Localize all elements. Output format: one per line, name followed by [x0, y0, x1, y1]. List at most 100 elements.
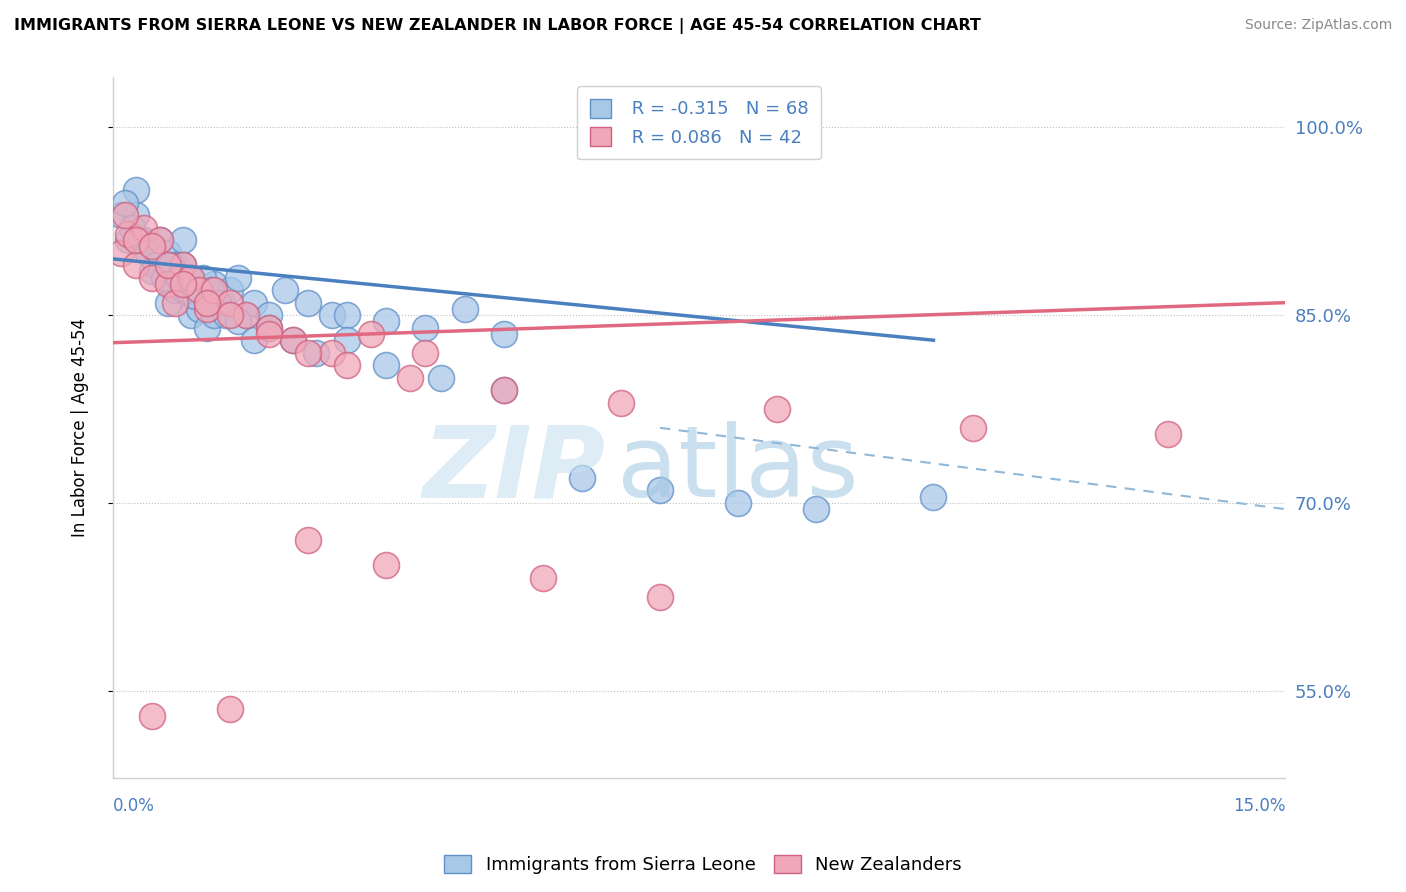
- Point: [165, 283, 187, 297]
- Text: Source: ZipAtlas.com: Source: ZipAtlas.com: [1244, 18, 1392, 32]
- Legend:  R = -0.315   N = 68,  R = 0.086   N = 42: R = -0.315 N = 68, R = 0.086 N = 42: [576, 87, 821, 160]
- Point: [375, 358, 398, 372]
- Point: [195, 320, 218, 334]
- Point: [766, 402, 789, 417]
- Text: 0.0%: 0.0%: [112, 797, 155, 815]
- Point: [125, 183, 148, 197]
- Point: [136, 245, 159, 260]
- Point: [336, 358, 359, 372]
- Point: [156, 295, 179, 310]
- Point: [152, 270, 174, 285]
- Point: [172, 258, 194, 272]
- Text: atlas: atlas: [617, 421, 859, 518]
- Point: [160, 258, 183, 272]
- Y-axis label: In Labor Force | Age 45-54: In Labor Force | Age 45-54: [72, 318, 89, 537]
- Point: [172, 283, 194, 297]
- Point: [187, 283, 209, 297]
- Point: [257, 308, 280, 322]
- Point: [375, 314, 398, 328]
- Point: [180, 270, 202, 285]
- Point: [180, 289, 202, 303]
- Point: [207, 295, 229, 310]
- Point: [648, 483, 671, 498]
- Point: [211, 295, 233, 310]
- Point: [1157, 427, 1180, 442]
- Point: [132, 233, 155, 247]
- Point: [235, 308, 257, 322]
- Point: [922, 490, 945, 504]
- Point: [156, 277, 179, 291]
- Point: [141, 239, 163, 253]
- Point: [132, 220, 155, 235]
- Point: [219, 308, 242, 322]
- Point: [117, 227, 139, 241]
- Point: [195, 295, 218, 310]
- Point: [145, 258, 167, 272]
- Point: [242, 295, 264, 310]
- Point: [610, 396, 633, 410]
- Point: [110, 245, 132, 260]
- Point: [172, 258, 194, 272]
- Point: [176, 283, 198, 297]
- Point: [415, 345, 437, 359]
- Point: [141, 708, 163, 723]
- Point: [141, 270, 163, 285]
- Point: [360, 326, 382, 341]
- Point: [336, 333, 359, 347]
- Point: [215, 308, 238, 322]
- Point: [156, 270, 179, 285]
- Point: [121, 220, 143, 235]
- Point: [156, 258, 179, 272]
- Point: [184, 289, 207, 303]
- Point: [180, 308, 202, 322]
- Point: [430, 370, 453, 384]
- Point: [219, 702, 242, 716]
- Point: [141, 264, 163, 278]
- Point: [187, 301, 209, 316]
- Point: [129, 233, 152, 247]
- Text: IMMIGRANTS FROM SIERRA LEONE VS NEW ZEALANDER IN LABOR FORCE | AGE 45-54 CORRELA: IMMIGRANTS FROM SIERRA LEONE VS NEW ZEAL…: [14, 18, 981, 34]
- Point: [204, 283, 226, 297]
- Point: [492, 384, 515, 398]
- Point: [149, 258, 172, 272]
- Point: [219, 295, 242, 310]
- Point: [226, 314, 249, 328]
- Point: [398, 370, 420, 384]
- Point: [219, 283, 242, 297]
- Point: [415, 320, 437, 334]
- Point: [195, 295, 218, 310]
- Point: [571, 471, 593, 485]
- Point: [297, 345, 319, 359]
- Point: [321, 308, 343, 322]
- Point: [235, 308, 257, 322]
- Point: [187, 283, 209, 297]
- Point: [531, 571, 554, 585]
- Point: [648, 590, 671, 604]
- Point: [195, 301, 218, 316]
- Point: [180, 270, 202, 285]
- Point: [125, 208, 148, 222]
- Point: [297, 533, 319, 548]
- Legend: Immigrants from Sierra Leone, New Zealanders: Immigrants from Sierra Leone, New Zealan…: [436, 846, 970, 883]
- Point: [141, 245, 163, 260]
- Point: [165, 295, 187, 310]
- Text: ZIP: ZIP: [422, 421, 605, 518]
- Point: [257, 320, 280, 334]
- Point: [453, 301, 475, 316]
- Point: [257, 326, 280, 341]
- Point: [962, 421, 984, 435]
- Point: [191, 270, 214, 285]
- Point: [336, 308, 359, 322]
- Point: [321, 345, 343, 359]
- Point: [156, 245, 179, 260]
- Point: [125, 233, 148, 247]
- Point: [492, 326, 515, 341]
- Point: [375, 558, 398, 573]
- Point: [172, 277, 194, 291]
- Point: [281, 333, 304, 347]
- Point: [149, 233, 172, 247]
- Point: [281, 333, 304, 347]
- Point: [806, 502, 828, 516]
- Point: [165, 258, 187, 272]
- Point: [110, 208, 132, 222]
